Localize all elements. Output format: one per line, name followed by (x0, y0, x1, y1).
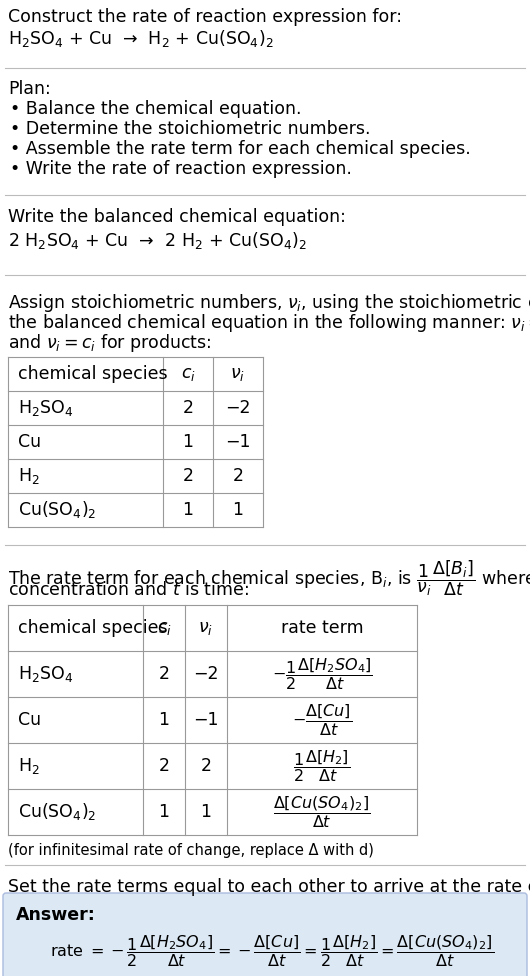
Text: 2: 2 (182, 467, 193, 485)
Text: 2: 2 (182, 399, 193, 417)
Text: 1: 1 (200, 803, 211, 821)
Text: chemical species: chemical species (18, 365, 167, 383)
Text: • Write the rate of reaction expression.: • Write the rate of reaction expression. (10, 160, 352, 178)
Text: Answer:: Answer: (16, 906, 96, 924)
Text: • Determine the stoichiometric numbers.: • Determine the stoichiometric numbers. (10, 120, 370, 138)
Text: H$_2$SO$_4$: H$_2$SO$_4$ (18, 664, 73, 684)
Text: −1: −1 (193, 711, 219, 729)
Text: Assign stoichiometric numbers, $\nu_i$, using the stoichiometric coefficients, $: Assign stoichiometric numbers, $\nu_i$, … (8, 292, 530, 314)
Text: Cu(SO$_4$)$_2$: Cu(SO$_4$)$_2$ (18, 500, 96, 520)
Text: Cu: Cu (18, 433, 41, 451)
Text: chemical species: chemical species (18, 619, 167, 637)
Text: Plan:: Plan: (8, 80, 51, 98)
Text: 2: 2 (200, 757, 211, 775)
Text: Cu(SO$_4$)$_2$: Cu(SO$_4$)$_2$ (18, 801, 96, 823)
Text: $\nu_i$: $\nu_i$ (231, 365, 245, 383)
Text: rate $= -\dfrac{1}{2}\dfrac{\Delta[H_2SO_4]}{\Delta t} = -\dfrac{\Delta[Cu]}{\De: rate $= -\dfrac{1}{2}\dfrac{\Delta[H_2SO… (50, 933, 494, 969)
Text: −2: −2 (225, 399, 251, 417)
Text: • Assemble the rate term for each chemical species.: • Assemble the rate term for each chemic… (10, 140, 471, 158)
Text: and $\nu_i = c_i$ for products:: and $\nu_i = c_i$ for products: (8, 332, 211, 354)
Text: −1: −1 (225, 433, 251, 451)
Text: $\dfrac{\Delta[Cu(SO_4)_2]}{\Delta t}$: $\dfrac{\Delta[Cu(SO_4)_2]}{\Delta t}$ (273, 794, 370, 830)
Text: Write the balanced chemical equation:: Write the balanced chemical equation: (8, 208, 346, 226)
Text: The rate term for each chemical species, B$_i$, is $\dfrac{1}{\nu_i}\dfrac{\Delt: The rate term for each chemical species,… (8, 559, 530, 598)
Text: H$_2$SO$_4$: H$_2$SO$_4$ (18, 398, 73, 418)
Text: $-\dfrac{\Delta[Cu]}{\Delta t}$: $-\dfrac{\Delta[Cu]}{\Delta t}$ (292, 702, 352, 738)
Text: H$_2$: H$_2$ (18, 466, 40, 486)
Text: Construct the rate of reaction expression for:: Construct the rate of reaction expressio… (8, 8, 402, 26)
Text: 2 H$_2$SO$_4$ + Cu  →  2 H$_2$ + Cu(SO$_4$)$_2$: 2 H$_2$SO$_4$ + Cu → 2 H$_2$ + Cu(SO$_4$… (8, 230, 307, 251)
Text: 1: 1 (182, 501, 193, 519)
Text: H$_2$SO$_4$ + Cu  →  H$_2$ + Cu(SO$_4$)$_2$: H$_2$SO$_4$ + Cu → H$_2$ + Cu(SO$_4$)$_2… (8, 28, 273, 49)
Text: the balanced chemical equation in the following manner: $\nu_i = -c_i$ for react: the balanced chemical equation in the fo… (8, 312, 530, 334)
Text: Set the rate terms equal to each other to arrive at the rate expression:: Set the rate terms equal to each other t… (8, 878, 530, 896)
Text: $\nu_i$: $\nu_i$ (199, 619, 214, 637)
Text: 2: 2 (233, 467, 243, 485)
Text: 2: 2 (158, 665, 170, 683)
Text: rate term: rate term (281, 619, 363, 637)
Text: 2: 2 (158, 757, 170, 775)
Text: • Balance the chemical equation.: • Balance the chemical equation. (10, 100, 302, 118)
Text: (for infinitesimal rate of change, replace Δ with d): (for infinitesimal rate of change, repla… (8, 843, 374, 858)
Text: H$_2$: H$_2$ (18, 756, 40, 776)
Text: 1: 1 (182, 433, 193, 451)
Text: $c_i$: $c_i$ (181, 365, 196, 383)
Text: 1: 1 (158, 803, 170, 821)
Text: $\dfrac{1}{2}\dfrac{\Delta[H_2]}{\Delta t}$: $\dfrac{1}{2}\dfrac{\Delta[H_2]}{\Delta … (294, 748, 351, 784)
Text: $c_i$: $c_i$ (156, 619, 171, 637)
Text: Cu: Cu (18, 711, 41, 729)
Text: concentration and $t$ is time:: concentration and $t$ is time: (8, 581, 249, 599)
FancyBboxPatch shape (3, 893, 527, 976)
Text: 1: 1 (233, 501, 243, 519)
Text: 1: 1 (158, 711, 170, 729)
Text: −2: −2 (193, 665, 219, 683)
Text: $-\dfrac{1}{2}\dfrac{\Delta[H_2SO_4]}{\Delta t}$: $-\dfrac{1}{2}\dfrac{\Delta[H_2SO_4]}{\D… (271, 656, 373, 692)
